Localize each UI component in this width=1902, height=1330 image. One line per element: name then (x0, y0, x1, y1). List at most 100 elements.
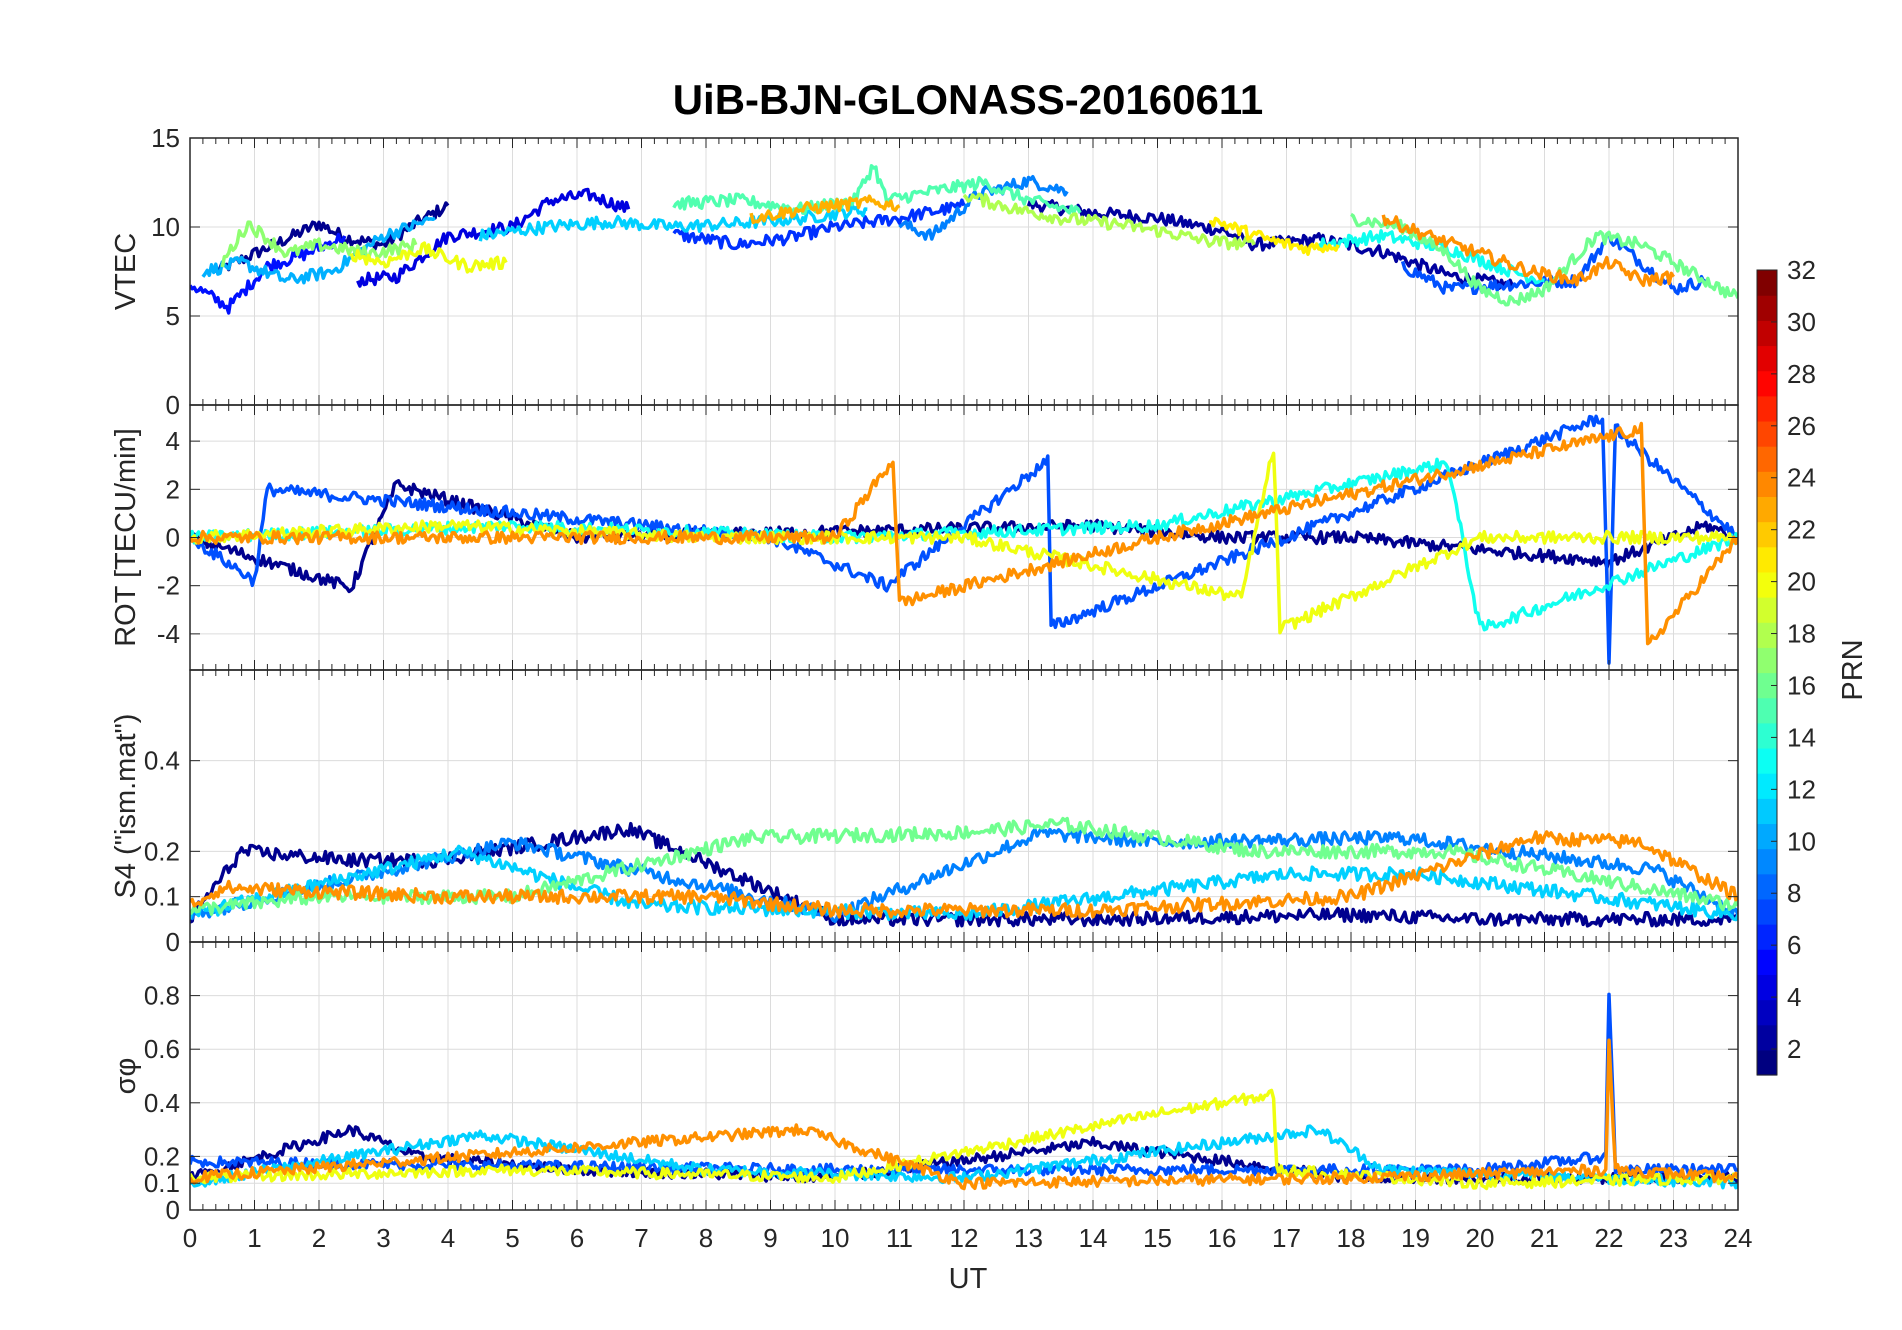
colorbar-label: PRN (1837, 639, 1869, 700)
colorbar-segment (1757, 446, 1777, 472)
x-tick-label: 22 (1595, 1223, 1624, 1253)
x-tick-label: 23 (1659, 1223, 1688, 1253)
colorbar-tick-label: 28 (1787, 359, 1816, 389)
x-tick-label: 2 (312, 1223, 326, 1253)
series-prn-24 (1381, 214, 1675, 288)
colorbar-segment (1757, 471, 1777, 498)
y-tick-label: 0.4 (144, 1088, 180, 1118)
y-tick-label: 15 (151, 123, 180, 153)
series-prn-13 (1317, 229, 1545, 285)
colorbar-segment (1757, 1049, 1777, 1076)
colorbar-segment (1757, 521, 1777, 548)
colorbar-segment (1757, 798, 1777, 825)
x-tick-label: 8 (699, 1223, 713, 1253)
colorbar-segment (1757, 999, 1777, 1026)
y-axis-label-VTEC: VTEC (110, 233, 142, 310)
colorbar-tick-label: 10 (1787, 826, 1816, 856)
x-tick-label: 3 (376, 1223, 390, 1253)
colorbar-tick-label: 8 (1787, 878, 1801, 908)
colorbar-segment (1757, 647, 1777, 674)
colorbar-segment (1757, 420, 1777, 447)
series-prn-21 (1208, 216, 1340, 256)
series-prn-5 (356, 187, 631, 288)
colorbar-tick-label: 2 (1787, 1034, 1801, 1064)
series-prn-12 (478, 203, 868, 242)
x-tick-label: 12 (950, 1223, 979, 1253)
y-tick-label: 0.2 (144, 836, 180, 866)
series-prn-24 (190, 830, 1738, 919)
series-group (190, 164, 1738, 315)
y-tick-label: 0.6 (144, 1034, 180, 1064)
series-prn-11 (201, 216, 436, 285)
y-tick-label: 10 (151, 212, 180, 242)
colorbar-segment (1757, 873, 1777, 900)
x-tick-label: 15 (1143, 1223, 1172, 1253)
colorbar-segment (1757, 571, 1777, 598)
series-prn-24 (190, 421, 1738, 646)
colorbar-segment (1757, 949, 1777, 975)
y-tick-label: 2 (166, 474, 180, 504)
y-tick-label: 0.1 (144, 882, 180, 912)
series-group (190, 992, 1738, 1191)
panel-sigma_phi: 00.10.2 0.4 0.6 0.8 σφ (110, 941, 1739, 1225)
colorbar-segment (1757, 1024, 1777, 1051)
y-tick-label: 4 (166, 426, 180, 456)
colorbar-segment (1757, 295, 1777, 321)
colorbar-tick-label: 32 (1787, 255, 1816, 285)
series-prn-2 (214, 201, 450, 275)
colorbar-tick-label: 22 (1787, 515, 1816, 545)
x-axis-label: UT (949, 1263, 988, 1295)
colorbar-segment (1757, 370, 1777, 397)
series-prn-6 (190, 232, 347, 315)
series-prn-15 (672, 164, 1082, 215)
colorbar-segment (1757, 672, 1777, 699)
x-tick-label: 14 (1079, 1223, 1108, 1253)
y-tick-label: 0 (166, 927, 180, 957)
colorbar-segment (1757, 773, 1777, 799)
series-prn-17 (220, 220, 418, 268)
colorbar-segment (1757, 622, 1777, 648)
y-tick-label: 0.8 (144, 981, 180, 1011)
y-tick-label: 0 (166, 523, 180, 553)
colorbar-segment (1757, 546, 1777, 573)
colorbar-segment (1757, 924, 1777, 950)
x-tick-label: 18 (1337, 1223, 1366, 1253)
colorbar-tick-label: 16 (1787, 670, 1816, 700)
colorbar-segment (1757, 974, 1777, 1001)
x-tick-label: 5 (505, 1223, 519, 1253)
x-tick-label: 17 (1272, 1223, 1301, 1253)
series-prn-18 (962, 192, 1256, 251)
y-tick-label: 0.2 (144, 1141, 180, 1171)
y-tick-label: 5 (166, 301, 180, 331)
colorbar-segment (1757, 722, 1777, 749)
colorbar-frame (1756, 269, 1778, 1076)
colorbar-segment (1757, 597, 1777, 623)
x-tick-label: 24 (1724, 1223, 1753, 1253)
x-tick-label: 13 (1014, 1223, 1043, 1253)
series-prn-13 (190, 457, 1738, 632)
series-prn-9 (898, 174, 1069, 241)
colorbar-segment (1757, 823, 1777, 850)
colorbar-tick-label: 6 (1787, 930, 1801, 960)
series-prn-16 (1350, 212, 1738, 307)
y-tick-label: -4 (157, 619, 180, 649)
colorbar-segment (1757, 496, 1777, 523)
series-group (190, 816, 1738, 928)
series-prn-20 (190, 451, 1738, 635)
colorbar-segment (1757, 697, 1777, 724)
y-axis-label-sigma_phi: σφ (110, 1058, 142, 1095)
series-group (190, 414, 1738, 665)
x-tick-label: 21 (1530, 1223, 1559, 1253)
series-prn-23 (749, 194, 901, 225)
x-tick-label: 10 (821, 1223, 850, 1253)
x-tick-label: 16 (1208, 1223, 1237, 1253)
colorbar-segment (1757, 848, 1777, 875)
colorbar-tick-label: 12 (1787, 774, 1816, 804)
x-tick-label: 6 (570, 1223, 584, 1253)
colorbar-tick-label: 26 (1787, 411, 1816, 441)
y-tick-label: 0 (166, 1195, 180, 1225)
colorbar-segment (1757, 270, 1777, 296)
y-axis-label-S4: S4 ("ism.mat") (110, 714, 142, 899)
